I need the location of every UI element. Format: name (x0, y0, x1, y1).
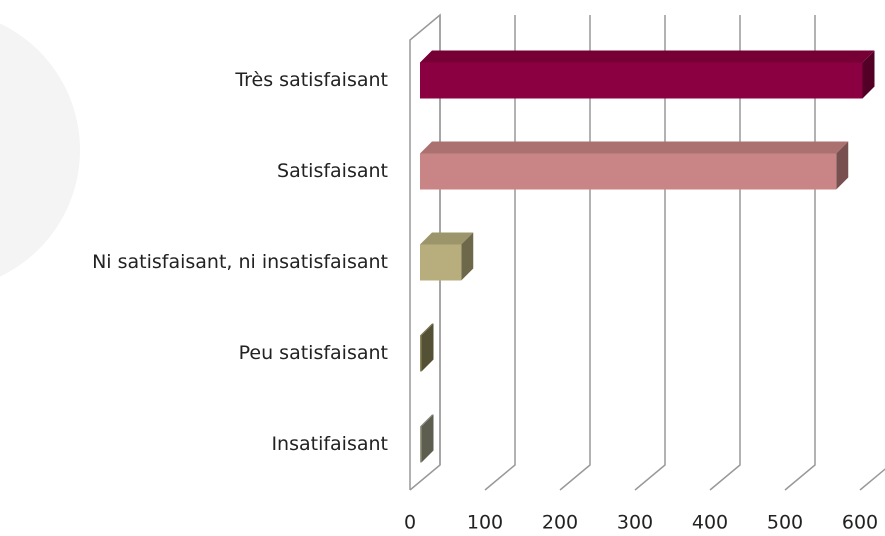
grid-line (859, 468, 885, 491)
bar-front (420, 62, 863, 99)
bar-top (420, 232, 474, 245)
bar-front (420, 426, 422, 463)
bar (420, 414, 434, 463)
bar-top (420, 323, 434, 336)
background-shape (0, 23, 80, 277)
bar-side (862, 50, 875, 99)
bar-side (836, 141, 849, 190)
bar-top (420, 141, 849, 154)
bar-side (421, 323, 434, 372)
y-tick-label: Ni satisfaisant, ni insatisfaisant (92, 251, 388, 273)
x-tick-label: 0 (404, 512, 416, 534)
bar (420, 323, 434, 372)
bar-front (420, 153, 837, 190)
bar (420, 141, 849, 190)
bar-side (421, 414, 434, 463)
bar-side (461, 232, 474, 281)
x-tick-label: 500 (767, 512, 803, 534)
bar-front (420, 335, 422, 372)
x-tick-label: 300 (617, 512, 653, 534)
bar-top (420, 414, 434, 427)
bar (420, 232, 474, 281)
x-tick-label: 100 (467, 512, 503, 534)
bar-top (420, 50, 875, 63)
bar-front (420, 244, 462, 281)
x-tick-label: 400 (692, 512, 728, 534)
y-tick-label: Satisfaisant (277, 160, 388, 182)
x-tick-label: 600 (842, 512, 878, 534)
bar (420, 50, 875, 99)
y-tick-label: Très satisfaisant (234, 69, 388, 91)
y-tick-label: Peu satisfaisant (239, 342, 388, 364)
x-tick-label: 200 (542, 512, 578, 534)
y-tick-label: Insatifaisant (271, 433, 388, 455)
